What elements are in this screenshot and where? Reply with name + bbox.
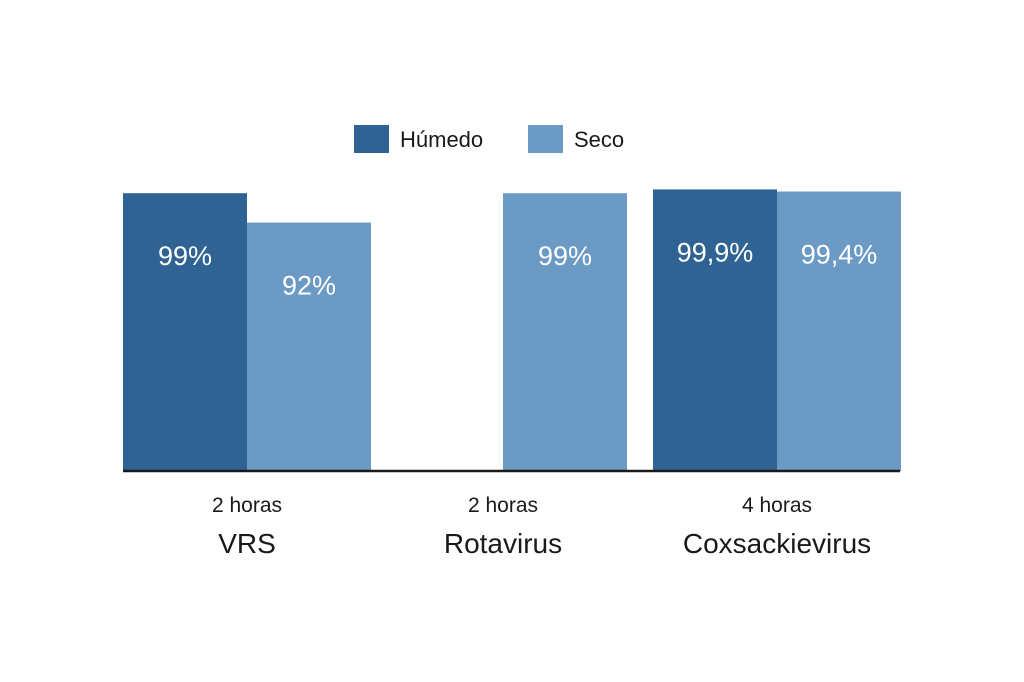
category-label-rotavirus: Rotavirus (444, 528, 562, 559)
category-label-coxsackievirus: Coxsackievirus (683, 528, 871, 559)
value-label-rotavirus-seco: 99% (538, 241, 592, 271)
time-label-coxsackievirus: 4 horas (742, 494, 812, 517)
bar-vrs-humedo (123, 193, 247, 471)
time-label-vrs: 2 horas (212, 494, 282, 517)
chart-value-labels: 99% 92% 99% 99,9% 99,4% (158, 237, 877, 300)
time-label-rotavirus: 2 horas (468, 494, 538, 517)
value-label-vrs-seco: 92% (282, 271, 336, 301)
legend-swatch-seco (528, 125, 563, 153)
chart-category-labels: 2 horas VRS 2 horas Rotavirus 4 horas Coxsack… (212, 494, 871, 559)
bar-coxsackievirus-humedo (653, 189, 777, 472)
chart-bars (123, 189, 901, 472)
bar-vrs-seco (247, 222, 371, 471)
category-label-vrs: VRS (218, 528, 276, 559)
value-label-coxsackievirus-humedo: 99,9% (677, 237, 754, 267)
bar-coxsackievirus-seco (777, 191, 901, 471)
bar-rotavirus-seco (503, 193, 627, 471)
legend-label-humedo: Húmedo (400, 127, 483, 152)
value-label-coxsackievirus-seco: 99,4% (801, 240, 878, 270)
legend-swatch-humedo (354, 125, 389, 153)
legend-label-seco: Seco (574, 127, 624, 152)
value-label-vrs-humedo: 99% (158, 241, 212, 271)
chart-legend: Húmedo Seco (354, 125, 624, 153)
